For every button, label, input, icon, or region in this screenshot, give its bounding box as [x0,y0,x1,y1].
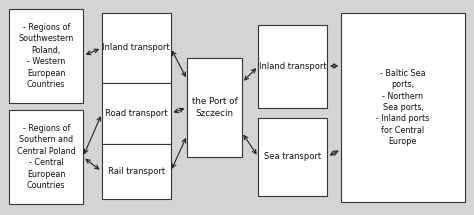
FancyBboxPatch shape [187,58,242,157]
FancyBboxPatch shape [258,25,327,108]
FancyBboxPatch shape [102,13,171,83]
Text: the Port of
Szczecin: the Port of Szczecin [191,97,237,118]
FancyBboxPatch shape [102,144,171,199]
Text: Sea transport: Sea transport [264,152,321,161]
Text: Inland transport: Inland transport [259,62,327,71]
Text: - Baltic Sea
ports,
- Northern
Sea ports,
- Inland ports
for Central
Europe: - Baltic Sea ports, - Northern Sea ports… [376,69,429,146]
Text: - Regions of
Southern and
Central Poland
- Central
European
Countries: - Regions of Southern and Central Poland… [17,124,75,190]
FancyBboxPatch shape [9,9,83,103]
FancyBboxPatch shape [102,83,171,144]
FancyBboxPatch shape [9,110,83,204]
FancyBboxPatch shape [258,118,327,196]
FancyBboxPatch shape [341,13,465,202]
Text: - Regions of
Southwestern
Poland,
- Western
European
Countries: - Regions of Southwestern Poland, - West… [18,23,74,89]
Text: Road transport: Road transport [105,109,168,118]
Text: Inland transport: Inland transport [102,43,170,52]
Text: Rail transport: Rail transport [108,167,165,176]
